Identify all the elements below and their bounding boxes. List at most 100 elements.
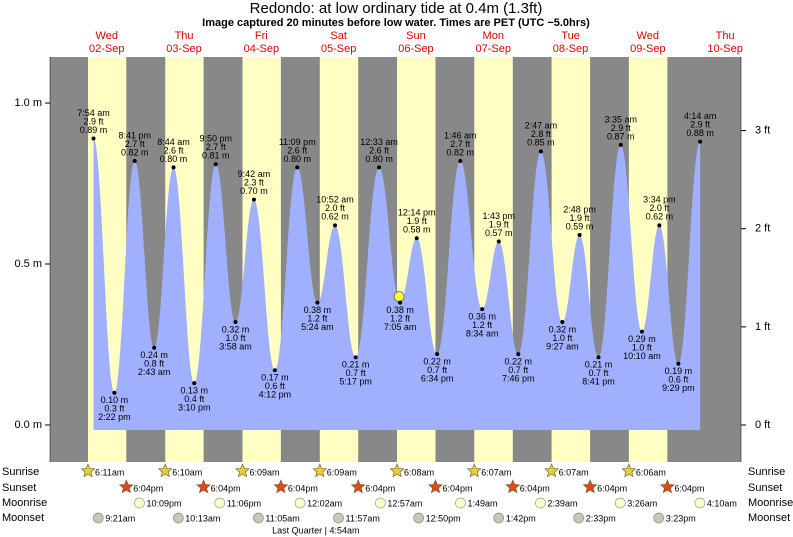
y2-tick-label: 2 ft	[755, 223, 770, 235]
extreme-point	[496, 239, 501, 244]
extreme-label: 1.9 ft	[489, 219, 510, 229]
moonset-label: 11:05am	[265, 513, 299, 523]
extreme-label: 0.32 m	[549, 324, 577, 334]
weekday-label: Mon	[483, 30, 504, 42]
extreme-point	[152, 345, 157, 350]
tide-area	[93, 138, 701, 430]
moonset-icon	[92, 512, 104, 524]
extreme-label: 2.9 ft	[690, 120, 711, 130]
extreme-label: 0.17 m	[261, 373, 289, 383]
extreme-label: 1.2 ft	[307, 314, 328, 324]
weekday-label: Sun	[406, 30, 426, 42]
extreme-point	[171, 165, 176, 170]
moonset-label: 11:57am	[345, 513, 379, 523]
extreme-point	[91, 136, 96, 141]
extreme-label: 1.0 ft	[225, 333, 246, 343]
extreme-label: 0.21 m	[585, 360, 613, 370]
extreme-label: 2.0 ft	[325, 203, 346, 213]
extreme-label: 0.87 m	[607, 131, 635, 141]
moonrise-icon	[694, 497, 706, 509]
extreme-label: 11:09 pm	[279, 137, 316, 147]
extreme-point	[272, 368, 277, 373]
extreme-label: 2.6 ft	[287, 145, 308, 155]
extreme-label: 2:43 am	[138, 367, 171, 377]
extreme-point	[295, 165, 300, 170]
sunset-label: 6:04pm	[288, 483, 318, 493]
extreme-label: 1.9 ft	[570, 213, 591, 223]
weekday-label: Fri	[255, 30, 268, 42]
date-label: 09-Sep	[630, 43, 665, 55]
extreme-label: 0.21 m	[342, 360, 370, 370]
extreme-label: 1.0 ft	[552, 333, 573, 343]
sunset-label: 6:04pm	[674, 483, 704, 493]
extreme-label: 0.80 m	[160, 154, 188, 164]
row-label: Moonrise	[748, 497, 793, 509]
extreme-point	[435, 352, 440, 357]
extreme-point	[332, 223, 337, 228]
moonset-label: 1:42pm	[506, 513, 536, 523]
y-tick-label: 0.5 m	[14, 258, 42, 270]
extreme-label: 9:50 pm	[199, 134, 232, 144]
extreme-label: 0.7 ft	[346, 368, 367, 378]
moonrise-icon	[294, 497, 306, 509]
extreme-point	[516, 352, 521, 357]
extreme-label: 0.82 m	[121, 147, 149, 157]
extreme-label: 0.85 m	[527, 138, 555, 148]
sunrise-label: 6:11am	[95, 467, 124, 477]
sunrise-label: 6:09am	[250, 467, 280, 477]
moonrise-icon	[614, 497, 626, 509]
extreme-point	[538, 149, 543, 154]
extreme-label: 2.6 ft	[164, 145, 185, 155]
extreme-point	[577, 233, 582, 238]
date-label: 10-Sep	[707, 43, 742, 55]
sunset-icon	[428, 479, 443, 494]
extreme-point	[618, 142, 623, 147]
current-tide-marker	[393, 291, 405, 302]
extreme-label: 6:34 pm	[421, 374, 454, 384]
moonset-icon	[653, 512, 665, 524]
extreme-label: 0.22 m	[423, 357, 451, 367]
extreme-label: 0.80 m	[284, 154, 312, 164]
extreme-label: 5:24 am	[301, 322, 334, 332]
sunset-icon	[273, 479, 289, 494]
date-label: 02-Sep	[89, 43, 124, 55]
sunset-label: 6:04pm	[597, 483, 627, 493]
extreme-label: 1.2 ft	[390, 314, 411, 324]
extreme-point	[458, 158, 463, 163]
y2-tick-label: 1 ft	[755, 321, 770, 333]
extreme-label: 2.9 ft	[84, 116, 105, 126]
moonrise-icon	[214, 497, 226, 509]
extreme-label: 0.36 m	[468, 311, 496, 321]
y-tick-label: 1.0 m	[14, 97, 42, 109]
extreme-label: 2.0 ft	[649, 203, 670, 213]
extreme-label: 12:14 pm	[398, 208, 436, 218]
extreme-label: 0.89 m	[80, 125, 108, 135]
extreme-label: 0.38 m	[386, 305, 414, 315]
sunset-label: 6:04pm	[133, 483, 163, 493]
extreme-label: 2.8 ft	[531, 129, 552, 139]
sunrise-icon	[80, 463, 96, 478]
extreme-label: 2.7 ft	[125, 139, 146, 149]
extreme-label: 3:58 am	[219, 341, 252, 351]
sunset-label: 6:04pm	[211, 483, 241, 493]
sunset-label: 6:04pm	[365, 483, 395, 493]
moonrise-label: 3:26am	[627, 498, 657, 508]
moonrise-label: 12:02am	[307, 498, 342, 508]
weekday-label: Sat	[330, 30, 347, 42]
sunrise-label: 6:10am	[172, 467, 202, 477]
date-label: 04-Sep	[244, 43, 279, 55]
row-label: Moonrise	[2, 497, 47, 509]
extreme-label: 0.3 ft	[104, 404, 125, 414]
extreme-label: 0.13 m	[180, 385, 208, 395]
extreme-label: 8:41 pm	[118, 130, 151, 140]
extreme-point	[414, 236, 419, 241]
extreme-label: 9:27 am	[546, 341, 579, 351]
extreme-point	[596, 355, 601, 360]
moonrise-icon	[134, 497, 145, 509]
y2-tick-label: 0 ft	[755, 419, 770, 431]
weekday-label: Wed	[96, 30, 118, 42]
sunrise-icon	[466, 463, 482, 478]
sunrise-icon	[389, 463, 405, 478]
moonrise-icon	[535, 497, 546, 509]
extreme-label: 9:42 am	[238, 169, 271, 179]
